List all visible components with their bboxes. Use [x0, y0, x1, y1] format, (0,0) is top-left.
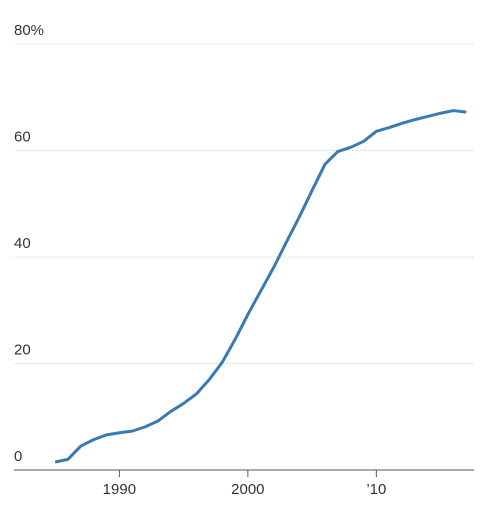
y-tick-label: 40 [14, 235, 31, 252]
y-tick-label: 20 [14, 341, 31, 358]
y-tick-label: 80% [14, 22, 44, 39]
x-tick-label: 1990 [103, 481, 136, 498]
x-tick-label: 2000 [231, 481, 264, 498]
y-tick-label: 60 [14, 128, 31, 145]
x-tick-label: ’10 [366, 481, 386, 498]
data-line [54, 109, 467, 464]
y-tick-label: 0 [14, 448, 22, 465]
